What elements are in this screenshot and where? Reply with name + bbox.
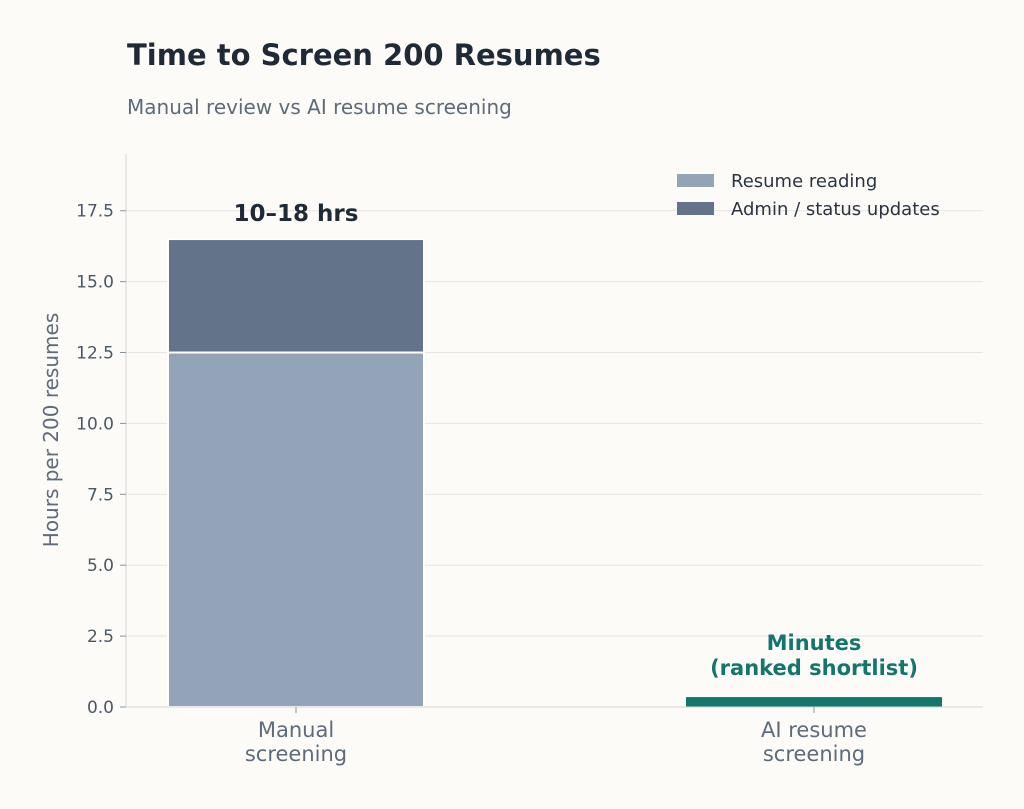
x-category-label: screening	[763, 742, 865, 766]
y-tick-label: 15.0	[76, 273, 114, 293]
data-label-manual: 10–18 hrs	[234, 201, 359, 227]
x-category-label: screening	[245, 742, 347, 766]
legend-label-resume-reading: Resume reading	[731, 171, 877, 192]
chart-title: Time to Screen 200 Resumes	[127, 38, 601, 72]
y-ticks: 0.0 2.5 5.0 7.5 10.0 12.5 15.0 17.5	[76, 202, 126, 718]
y-tick-label: 17.5	[76, 202, 114, 222]
data-label-ai: Minutes (ranked shortlist)	[710, 631, 918, 680]
y-axis-label: Hours per 200 resumes	[39, 313, 63, 547]
bar-manual-admin-status	[167, 238, 425, 354]
data-label-manual-total: 10–18 hrs	[234, 201, 359, 227]
y-tick-label: 2.5	[87, 627, 114, 647]
y-tick-label: 5.0	[87, 556, 114, 576]
y-tick-label: 0.0	[87, 698, 114, 718]
legend-swatch-admin-status	[677, 202, 714, 215]
y-tick-label: 12.5	[76, 344, 114, 364]
bar-manual-resume-reading	[167, 351, 425, 708]
data-label-ai-line-2: (ranked shortlist)	[710, 656, 918, 680]
legend-swatch-resume-reading	[677, 174, 714, 187]
bar-ai-screening	[686, 697, 942, 707]
x-category-label: Manual	[258, 718, 334, 742]
chart-subtitle: Manual review vs AI resume screening	[127, 95, 512, 119]
y-tick-label: 7.5	[87, 485, 114, 505]
data-label-ai-line-1: Minutes	[767, 631, 862, 655]
y-tick-label: 10.0	[76, 414, 114, 434]
legend: Resume reading Admin / status updates	[677, 171, 940, 220]
x-category-label: AI resume	[761, 718, 867, 742]
legend-label-admin-status: Admin / status updates	[731, 199, 940, 220]
